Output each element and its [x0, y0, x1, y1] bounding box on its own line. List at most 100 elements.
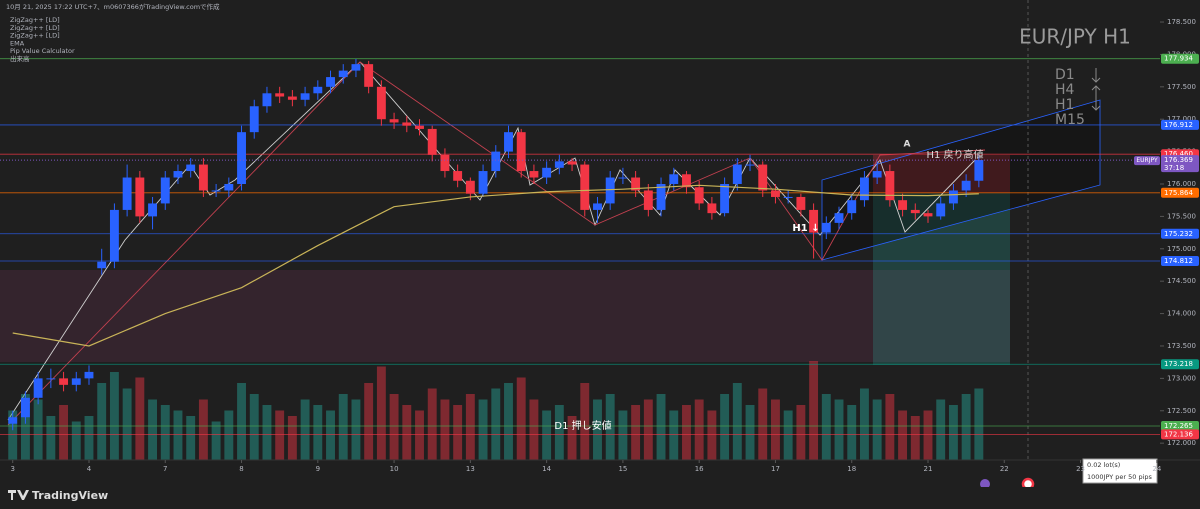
candle-body — [389, 119, 399, 123]
candle-body — [847, 200, 857, 214]
candle-body — [326, 77, 335, 87]
brand: TradingView — [32, 489, 108, 502]
price-tag — [1161, 420, 1199, 431]
candle-body — [720, 184, 730, 214]
x-tick-label: 9 — [316, 465, 320, 473]
volume-bar — [313, 405, 323, 460]
y-tick-label: 177.500 — [1167, 83, 1196, 91]
volume-bar — [97, 383, 107, 460]
candle-body — [237, 132, 246, 184]
volume-bar — [300, 399, 310, 460]
price-tag-label: 177.934 — [1164, 55, 1193, 63]
indicator-label: Pip Value Calculator — [10, 47, 75, 55]
symbol-tag-label: EURJPY — [1136, 157, 1158, 164]
volume-bar — [656, 394, 666, 460]
candle-body — [84, 371, 94, 379]
volume-bar — [948, 405, 958, 460]
x-tick-label: 22 — [1000, 465, 1009, 473]
candle-body — [516, 132, 526, 172]
footer — [0, 487, 1200, 509]
candle-body — [529, 171, 539, 178]
logo — [8, 490, 29, 500]
volume-bar — [287, 416, 297, 460]
price-tag — [1161, 119, 1199, 130]
y-tick-label: 172.500 — [1167, 407, 1196, 415]
candle-body — [948, 190, 958, 204]
volume-bar — [682, 405, 691, 460]
volume-bar — [631, 405, 641, 460]
ema-line — [12, 184, 979, 347]
candle-body — [821, 222, 831, 233]
price-tag-label: 172.265 — [1164, 422, 1193, 430]
volume-bar — [173, 410, 183, 460]
candle-body — [249, 106, 259, 133]
volume-bar — [504, 383, 513, 460]
candle-body — [682, 174, 691, 188]
volume-bar — [783, 410, 793, 460]
candle-body — [809, 209, 819, 233]
candle-body — [224, 184, 234, 191]
caption: 10月 21, 2025 17:22 UTC+7、m0607366がTradin… — [6, 2, 220, 11]
candle-body — [669, 174, 679, 184]
candle-body — [376, 86, 386, 120]
candle-body — [135, 177, 145, 217]
candle-body — [872, 171, 882, 178]
candle-body — [771, 190, 780, 197]
candle-body — [415, 125, 424, 129]
volume-bar — [872, 399, 882, 460]
candle-body — [707, 203, 717, 214]
volume-bar — [885, 394, 895, 460]
candle-body — [936, 203, 946, 217]
x-tick-label: 8 — [239, 465, 243, 473]
volume-bar — [923, 410, 933, 460]
candle-body — [59, 378, 69, 385]
volume-bar — [71, 421, 81, 460]
event-icon[interactable] — [980, 479, 990, 489]
y-tick-label: 173.000 — [1167, 374, 1196, 382]
channel — [821, 99, 1101, 261]
candle-body — [491, 151, 501, 172]
volume-bar — [249, 394, 259, 460]
candle-body — [593, 203, 602, 210]
x-tick-label: 24 — [1152, 465, 1161, 473]
candle-body — [732, 164, 742, 184]
volume-bar — [720, 394, 730, 460]
candle-body — [173, 171, 183, 178]
candle-body — [974, 160, 984, 181]
candle-body — [8, 417, 18, 424]
volume-bar — [427, 388, 437, 460]
candle-body — [148, 203, 157, 217]
volume-bar — [554, 405, 564, 460]
volume-bar — [847, 405, 857, 460]
volume-bar — [821, 394, 831, 460]
price-tag-label: 174.812 — [1164, 257, 1193, 265]
candle-body — [567, 161, 577, 165]
volume-bar — [402, 405, 412, 460]
y-tick-label: 174.000 — [1167, 310, 1196, 318]
candle-body — [122, 177, 132, 210]
x-tick-label: 13 — [466, 465, 475, 473]
candle-body — [351, 64, 361, 71]
candle-body — [580, 164, 590, 210]
volume-bar — [491, 388, 501, 460]
volume-bar — [33, 399, 43, 460]
candle-body — [300, 93, 310, 100]
volume-bar — [707, 410, 717, 460]
candle-body — [33, 378, 43, 398]
volume-bar — [338, 394, 348, 460]
demand-zone — [0, 270, 1010, 362]
volume-bar — [326, 410, 335, 460]
candle-body — [783, 196, 793, 198]
candle-body — [109, 209, 119, 262]
timeframe-arrows — [1091, 68, 1101, 111]
indicator-label: 出来高 — [10, 54, 30, 63]
volume-bar — [389, 394, 399, 460]
volume-bar — [122, 388, 132, 460]
volume-bar — [275, 410, 285, 460]
volume-bar — [732, 383, 742, 460]
volume-bar — [542, 410, 552, 460]
candle-body — [542, 167, 552, 178]
volume-bar — [643, 399, 653, 460]
candle-body — [656, 184, 666, 210]
volume-bar — [84, 416, 94, 460]
